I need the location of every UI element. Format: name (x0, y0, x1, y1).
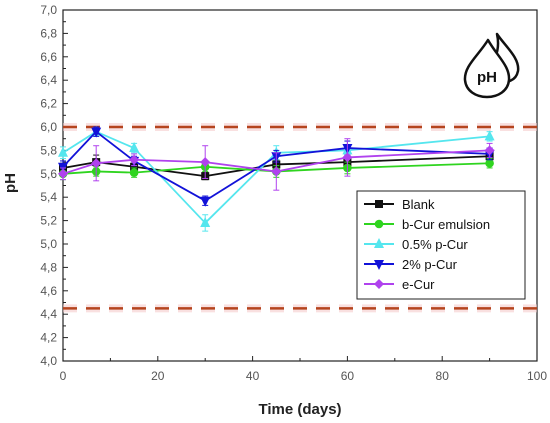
water-drops-icon (463, 32, 520, 99)
data-point (200, 196, 211, 207)
series-layer (58, 125, 495, 232)
legend-label: e-Cur (402, 277, 435, 292)
legend: Blank b-Cur emulsion 0.5% p-Cur 2% p-Cur e-C… (356, 190, 526, 300)
data-point (200, 157, 211, 168)
data-point (129, 168, 139, 177)
x-tick-label: 100 (527, 369, 547, 383)
y-tick-label: 6,8 (40, 26, 57, 40)
x-tick-label: 60 (341, 369, 355, 383)
y-tick-label: 4,4 (40, 307, 57, 321)
reference-lines (63, 123, 537, 313)
data-point (271, 166, 282, 177)
y-tick-label: 4,2 (40, 331, 57, 345)
y-tick-label: 5,6 (40, 167, 57, 181)
y-tick-label: 4,0 (40, 354, 57, 368)
y-tick-label: 6,2 (40, 97, 57, 111)
data-point (129, 154, 140, 165)
y-tick-label: 6,4 (40, 73, 57, 87)
ph-badge-label: pH (477, 69, 497, 86)
legend-label: Blank (402, 197, 435, 212)
y-tick-label: 5,8 (40, 143, 57, 157)
x-tick-label: 20 (151, 369, 165, 383)
y-tick-label: 5,0 (40, 237, 57, 251)
data-point (484, 145, 495, 156)
legend-swatch-marker (374, 279, 384, 289)
y-tick-label: 7,0 (40, 3, 57, 17)
x-tick-label: 0 (60, 369, 67, 383)
data-point (200, 216, 211, 227)
y-tick-label: 5,4 (40, 190, 57, 204)
ph-badge: pH (463, 32, 520, 99)
data-point (58, 146, 68, 157)
x-tick-label: 80 (436, 369, 450, 383)
legend-swatch-marker (374, 219, 384, 229)
data-point (484, 130, 495, 141)
x-axis-title: Time (days) (258, 401, 341, 418)
legend-swatch-marker (374, 238, 384, 248)
y-tick-label: 4,6 (40, 284, 57, 298)
y-tick-label: 4,8 (40, 260, 57, 274)
y-axis-title: pH (2, 173, 19, 193)
data-point (129, 142, 140, 153)
axes: 0 20 40 60 80 100 4,0 4,2 4,4 4,6 4,8 5,0 5,2 5,4 5,6 5… (40, 3, 547, 383)
legend-swatch-marker (374, 260, 384, 270)
y-tick-label: 5,2 (40, 214, 57, 228)
data-point (91, 127, 102, 138)
data-point (485, 158, 494, 168)
data-point (342, 152, 353, 163)
legend-label: 0.5% p-Cur (402, 237, 468, 252)
legend-label: 2% p-Cur (402, 257, 458, 272)
data-point (91, 158, 102, 169)
y-tick-label: 6,0 (40, 120, 57, 134)
data-point (58, 168, 68, 179)
legend-swatch-marker (375, 200, 383, 208)
legend-label: b-Cur emulsion (402, 217, 490, 232)
x-tick-label: 40 (246, 369, 260, 383)
series-4 (58, 138, 495, 191)
y-tick-label: 6,6 (40, 50, 57, 64)
